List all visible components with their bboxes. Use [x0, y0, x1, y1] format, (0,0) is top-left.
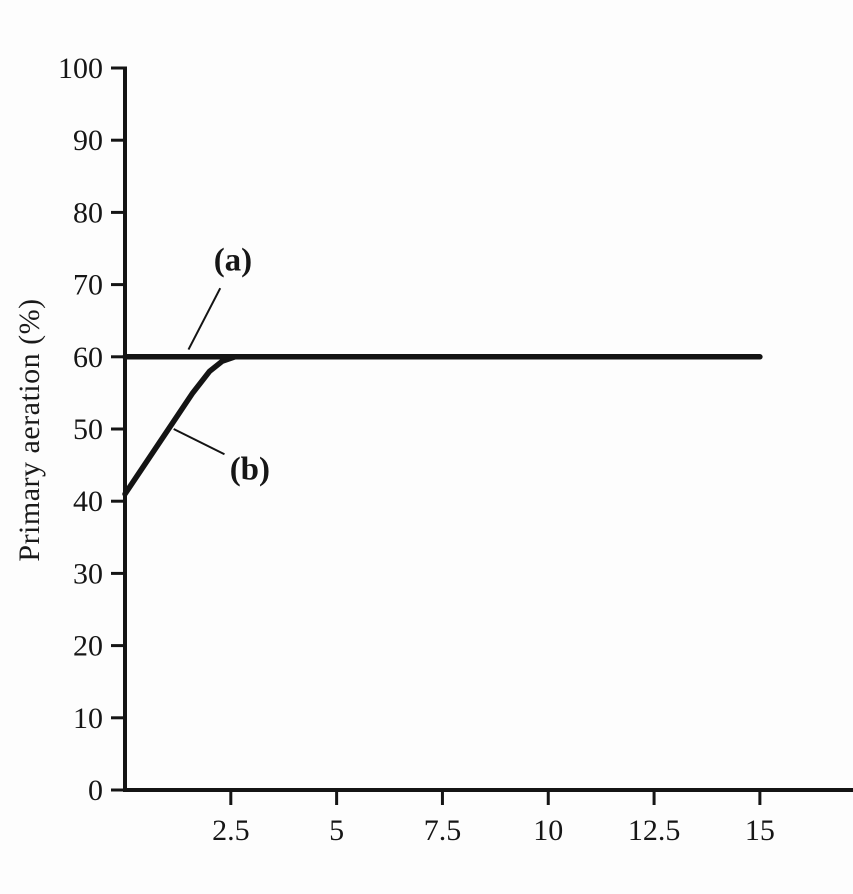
annotation-label-a: (a) — [214, 242, 252, 278]
y-tick-label: 80 — [73, 196, 103, 229]
y-tick-label: 0 — [88, 774, 103, 807]
y-tick-label: 100 — [58, 52, 103, 85]
y-tick-label: 10 — [73, 702, 103, 735]
y-axis-label: Primary aeration (%) — [13, 298, 46, 562]
y-tick-label: 20 — [73, 630, 103, 663]
x-tick-label: 10 — [533, 814, 563, 847]
x-tick-label: 5 — [329, 814, 344, 847]
y-tick-label: 50 — [73, 413, 103, 446]
annotation-label-b: (b) — [230, 452, 270, 488]
y-tick-label: 90 — [73, 124, 103, 157]
series-line-b — [122, 354, 238, 497]
x-tick-label: 7.5 — [424, 814, 462, 847]
y-tick-label: 60 — [73, 341, 103, 374]
x-tick-label: 15 — [745, 814, 775, 847]
x-tick-label: 12.5 — [628, 814, 681, 847]
y-tick-label: 40 — [73, 485, 103, 518]
x-tick-label: 2.5 — [212, 814, 250, 847]
y-tick-label: 70 — [73, 269, 103, 302]
annotation-leader-b — [173, 428, 225, 456]
annotation-leader-a — [187, 287, 222, 351]
y-tick-label: 30 — [73, 557, 103, 590]
